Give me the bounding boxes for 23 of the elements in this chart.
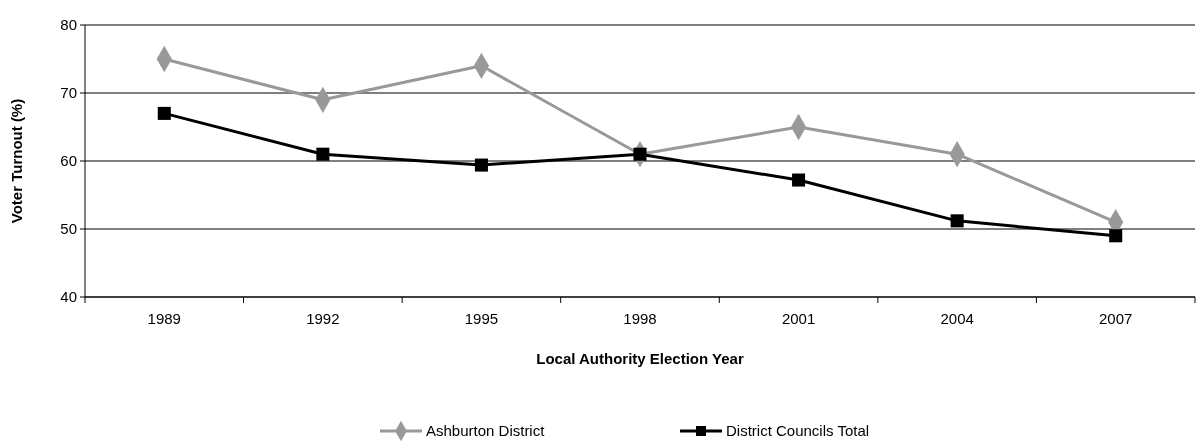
- point: [474, 158, 488, 172]
- x-tick-label: 1989: [147, 310, 181, 327]
- legend-label: Ashburton District: [426, 422, 546, 439]
- y-tick-label: 70: [60, 84, 77, 102]
- y-tick-label: 60: [60, 152, 77, 170]
- point: [316, 147, 330, 161]
- point: [1109, 229, 1123, 243]
- y-tick-label: 80: [60, 16, 77, 34]
- x-tick-label: 2007: [1099, 310, 1133, 327]
- y-tick-label: 50: [60, 220, 77, 238]
- point: [950, 214, 964, 228]
- point: [792, 173, 806, 187]
- x-axis-title: Local Authority Election Year: [536, 350, 744, 367]
- x-tick-label: 2001: [781, 310, 816, 327]
- y-axis-title: Voter Turnout (%): [8, 98, 25, 224]
- x-tick-label: 2004: [940, 310, 974, 327]
- y-tick-label: 40: [60, 288, 77, 306]
- x-tick-label: 1995: [464, 310, 499, 327]
- point: [157, 106, 171, 120]
- x-tick-label: 1998: [623, 310, 657, 327]
- legend-label: District Councils Total: [726, 422, 870, 439]
- x-tick-label: 1992: [306, 310, 340, 327]
- point: [633, 147, 647, 161]
